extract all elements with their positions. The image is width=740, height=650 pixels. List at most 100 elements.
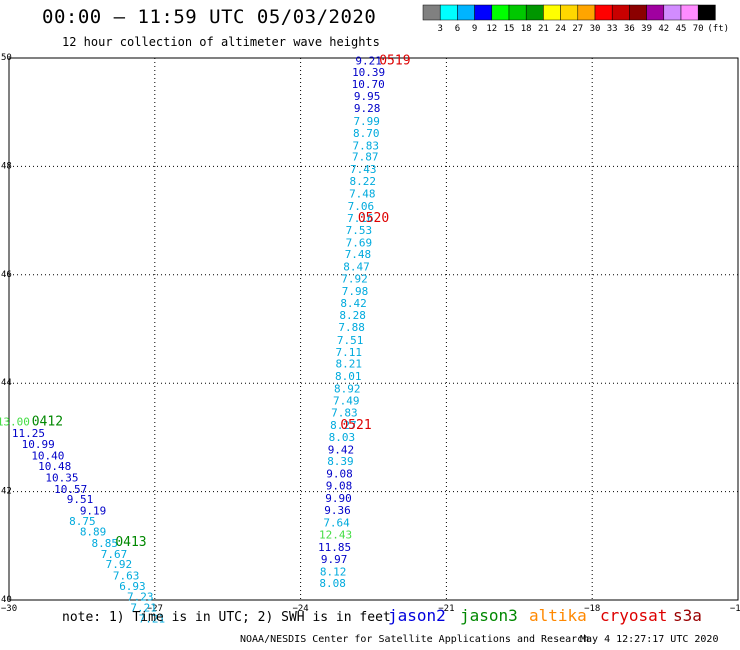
pass-time-label: 0520 xyxy=(358,211,389,226)
color-scale-legend: 3 6 9 12 15 18 21 24 27 30 33 36 39 42 45 70 (ft) xyxy=(422,4,729,34)
footer-note: note: 1) Time is in UTC; 2) SWH is in fe… xyxy=(62,610,391,625)
wave-height-point: 7.21 xyxy=(130,602,157,615)
y-tick-label: 42 xyxy=(1,487,12,497)
wave-height-point: 8.12 xyxy=(320,565,347,578)
wave-height-point: 7.92 xyxy=(106,558,133,571)
legend-cryosat: cryosat xyxy=(600,606,668,625)
color-scale-label: 36 xyxy=(624,24,635,34)
wave-height-point: 8.70 xyxy=(353,127,380,140)
color-scale-label: 21 xyxy=(538,24,549,34)
y-tick-label: 48 xyxy=(1,161,12,171)
color-scale-label: 33 xyxy=(607,24,618,34)
wave-height-point: 10.70 xyxy=(352,78,385,91)
color-scale-label: 42 xyxy=(658,24,669,34)
wave-height-point: 7.67 xyxy=(101,548,128,561)
color-scale-label: 9 xyxy=(472,24,477,34)
wave-height-point: 7.53 xyxy=(346,224,373,237)
wave-height-point: 9.36 xyxy=(324,504,351,517)
wave-height-point: 7.51 xyxy=(337,334,364,347)
pass-time-label: 0519 xyxy=(379,54,410,69)
color-scale-label: 3 xyxy=(437,24,442,34)
color-scale-label: 6 xyxy=(455,24,460,34)
legend-jason2: jason2 xyxy=(388,606,446,625)
wave-height-point: 7.98 xyxy=(342,285,369,298)
wave-height-point: 8.85 xyxy=(91,537,118,550)
wave-height-point: 10.39 xyxy=(352,66,385,79)
wave-height-point: 8.21 xyxy=(335,358,362,371)
x-tick-label: −30 xyxy=(1,604,17,614)
x-tick-label: −24 xyxy=(292,604,308,614)
pass-time-label: 0412 xyxy=(32,415,63,430)
wave-height-point: 8.08 xyxy=(319,577,346,590)
wave-height-point: 7.88 xyxy=(338,321,365,334)
wave-height-point: 8.47 xyxy=(343,261,370,274)
wave-height-point: 11.25 xyxy=(12,427,45,440)
wave-height-point: 7.64 xyxy=(323,516,350,529)
wave-height-point: 10.57 xyxy=(54,483,87,496)
wave-height-point: 11.85 xyxy=(318,541,351,554)
color-scale-unit: (ft) xyxy=(707,24,729,34)
y-tick-label: 44 xyxy=(1,378,12,388)
legend-altika: altika xyxy=(529,606,587,625)
color-scale-label: 45 xyxy=(676,24,687,34)
chart-subtitle: 12 hour collection of altimeter wave hei… xyxy=(62,35,380,49)
wave-height-point: 7.21 xyxy=(139,612,166,625)
color-scale-label: 12 xyxy=(486,24,497,34)
wave-height-point: 9.08 xyxy=(326,480,353,493)
wave-height-point: 7.06 xyxy=(348,200,375,213)
color-scale-label: 39 xyxy=(641,24,652,34)
y-tick-label: 46 xyxy=(1,270,12,280)
wave-height-point: 7.83 xyxy=(331,406,358,419)
color-scale-label: 30 xyxy=(590,24,601,34)
wave-height-point: 10.35 xyxy=(45,472,78,485)
wave-height-point: 9.97 xyxy=(321,553,348,566)
wave-height-point: 8.03 xyxy=(329,431,356,444)
legend-jason3: jason3 xyxy=(460,606,518,625)
wave-height-point: 10.48 xyxy=(38,460,71,473)
wave-height-point: 7.48 xyxy=(349,188,376,201)
wave-height-point: 9.90 xyxy=(325,492,352,505)
wave-height-point: 8.92 xyxy=(334,383,361,396)
color-scale-label: 18 xyxy=(521,24,532,34)
color-scale-label: 27 xyxy=(572,24,583,34)
wave-height-point: 9.08 xyxy=(326,468,353,481)
wave-height-point: 7.63 xyxy=(113,570,140,583)
chart-title: 00:00 – 11:59 UTC 05/03/2020 xyxy=(42,6,377,28)
y-tick-label: 40 xyxy=(1,595,12,605)
wave-height-point: 9.28 xyxy=(354,102,381,115)
wave-height-point: 8.89 xyxy=(80,526,107,539)
wave-height-point: 10.40 xyxy=(31,449,64,462)
wave-height-point: 7.11 xyxy=(335,346,362,359)
wave-height-point: 7.49 xyxy=(333,395,360,408)
x-tick-label: −18 xyxy=(584,604,600,614)
wave-height-point: 7.23 xyxy=(127,591,154,604)
wave-height-point: 9.21 xyxy=(355,55,382,68)
x-tick-label: −27 xyxy=(147,604,163,614)
wave-height-point: 9.19 xyxy=(80,505,107,518)
legend-s3a: s3a xyxy=(673,606,702,625)
x-tick-label: −15 xyxy=(730,604,740,614)
wave-height-point: 9.42 xyxy=(328,443,355,456)
wave-height-point: 7.16 xyxy=(347,212,374,225)
wave-height-point: 7.43 xyxy=(350,163,377,176)
wave-height-point: 8.22 xyxy=(350,175,377,188)
pass-time-label: 0521 xyxy=(340,418,371,433)
wave-height-point: 7.99 xyxy=(353,115,380,128)
wave-height-point: 9.51 xyxy=(67,493,94,506)
wave-height-point: 8.28 xyxy=(339,309,366,322)
wave-height-point: 7.92 xyxy=(341,273,368,286)
color-scale-label: 70 xyxy=(693,24,704,34)
wave-height-point: 8.75 xyxy=(69,515,96,528)
wave-height-point: 8.42 xyxy=(340,297,367,310)
wave-height-point: 8.39 xyxy=(327,455,354,468)
credit-line: NOAA/NESDIS Center for Satellite Applica… xyxy=(240,634,590,645)
wave-height-point: 13.00 xyxy=(0,416,30,429)
plot-frame xyxy=(8,57,739,601)
pass-time-label: 0413 xyxy=(115,535,146,550)
wave-height-point: 7.83 xyxy=(352,139,379,152)
color-scale-label: 24 xyxy=(555,24,566,34)
color-scale-label: 15 xyxy=(504,24,515,34)
wave-height-point: 8.01 xyxy=(335,370,362,383)
wave-height-point: 12.43 xyxy=(319,528,352,541)
